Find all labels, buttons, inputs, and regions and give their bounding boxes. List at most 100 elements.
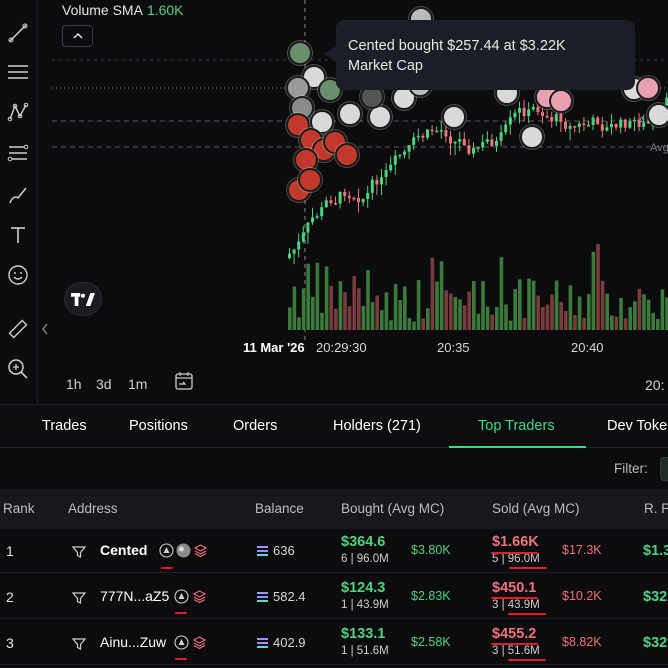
filter-row: Filter: [0,449,668,489]
candle [389,164,393,171]
volume-bar [495,307,499,330]
candle [306,222,310,233]
header-bought[interactable]: Bought (Avg MC) [341,501,445,516]
candle [334,202,337,205]
volume-bar [306,263,310,330]
volume-bar [426,308,430,330]
horizontal-lines-icon[interactable] [5,59,31,85]
candle [605,127,609,131]
volume-bars [288,244,668,330]
tab-dev-tokens[interactable]: Dev Toke [607,418,668,434]
time-label: 20:35 [437,340,470,355]
date-range-icon[interactable] [173,370,195,392]
candle [407,144,411,152]
volume-bar [665,297,668,330]
volume-bar [582,317,586,330]
user-badge-icon [159,543,174,558]
volume-bar [329,285,333,330]
sold-avg-mc: $17.3K [562,543,602,557]
filter-icon[interactable] [72,637,86,651]
trader-address[interactable]: Ainu...Zuw [100,634,167,650]
candle [398,154,402,157]
header-rank[interactable]: Rank [3,501,35,516]
volume-bar [407,318,412,330]
filter-chip[interactable] [660,457,668,481]
candle [573,126,577,128]
price-chart[interactable]: A Avg Volume SMA 1.60K Cented bought $257… [0,0,668,405]
trader-address[interactable]: 777N...aZ5 [100,588,170,604]
volume-bar [311,296,315,330]
candle [619,119,623,128]
layers-icon [192,590,207,604]
volume-bar [435,281,439,330]
volume-bar [352,276,356,330]
tradingview-logo[interactable] [64,282,102,316]
trader-avatar-ring [635,75,661,101]
header-realized-pnl[interactable]: R. P [644,501,668,516]
filter-icon[interactable] [72,545,86,559]
filter-icon[interactable] [72,591,86,605]
time-label-date: 11 Mar '26 [243,340,305,355]
fib-icon[interactable] [5,140,31,166]
table-row[interactable]: 1 Cented 636 $364.6 6 | 96.0M $3.80K $1.… [0,529,668,573]
candle [587,124,590,127]
candle [366,192,370,199]
tab-positions[interactable]: Positions [129,418,188,434]
candle [380,177,383,185]
trendline-icon[interactable] [5,20,31,46]
candle [485,139,489,142]
volume-bar [462,305,467,330]
tab-trades[interactable]: Trades [42,418,87,434]
candle [518,107,521,113]
range-3d[interactable]: 3d [96,376,112,392]
candle [623,119,627,128]
range-1h[interactable]: 1h [66,376,82,392]
trader-avatar-ring [297,167,323,193]
text-icon[interactable] [5,222,31,248]
candle [559,114,563,122]
table-row[interactable]: 3 Ainu...Zuw 402.9 $133.1 1 | 51.6M $2.5… [0,621,668,665]
volume-bar [347,306,352,330]
divider [0,404,668,405]
sold-amount: $1.66K [492,534,539,550]
header-sold[interactable]: Sold (Avg MC) [492,501,580,516]
trader-address[interactable]: Cented [100,542,148,558]
candlestick-plot[interactable]: A Avg [52,0,668,340]
candle [301,232,305,242]
candle [288,253,291,258]
candle [591,117,595,125]
volume-bar [449,293,453,330]
tooltip-pointer [324,46,336,62]
zoom-icon[interactable] [5,356,31,382]
collapse-indicator-button[interactable] [62,25,93,47]
volume-bar [412,321,416,330]
bought-amount: $124.3 [341,580,386,596]
table-row[interactable]: 2 777N...aZ5 582.4 $124.3 1 | 43.9M $2.8… [0,575,668,619]
trader-avatar-ring [441,104,467,130]
pattern-icon[interactable] [5,99,31,125]
chevron-left-icon[interactable] [40,322,50,336]
layers-icon [192,636,207,650]
brush-icon[interactable] [5,182,31,208]
time-label-right: 20: [645,377,665,393]
volume-sma-value: 1.60K [146,2,184,18]
candle [495,140,498,146]
tab-holders[interactable]: Holders (271) [333,418,421,434]
tab-top-traders[interactable]: Top Traders [478,418,555,434]
emoji-icon[interactable] [5,262,31,288]
annotation-underline [508,613,546,615]
candle [338,191,342,204]
active-tab-indicator [449,446,586,448]
volume-bar [380,310,384,330]
header-balance[interactable]: Balance [255,501,304,516]
range-1m[interactable]: 1m [128,376,148,392]
candle [412,137,416,145]
candle [550,117,554,122]
trader-avatar-marker [310,110,334,134]
ruler-icon[interactable] [5,316,31,342]
volume-bar [600,280,605,330]
tab-orders[interactable]: Orders [233,418,278,434]
volume-bar [467,291,471,330]
volume-bar [660,289,665,330]
volume-bar [499,257,504,330]
